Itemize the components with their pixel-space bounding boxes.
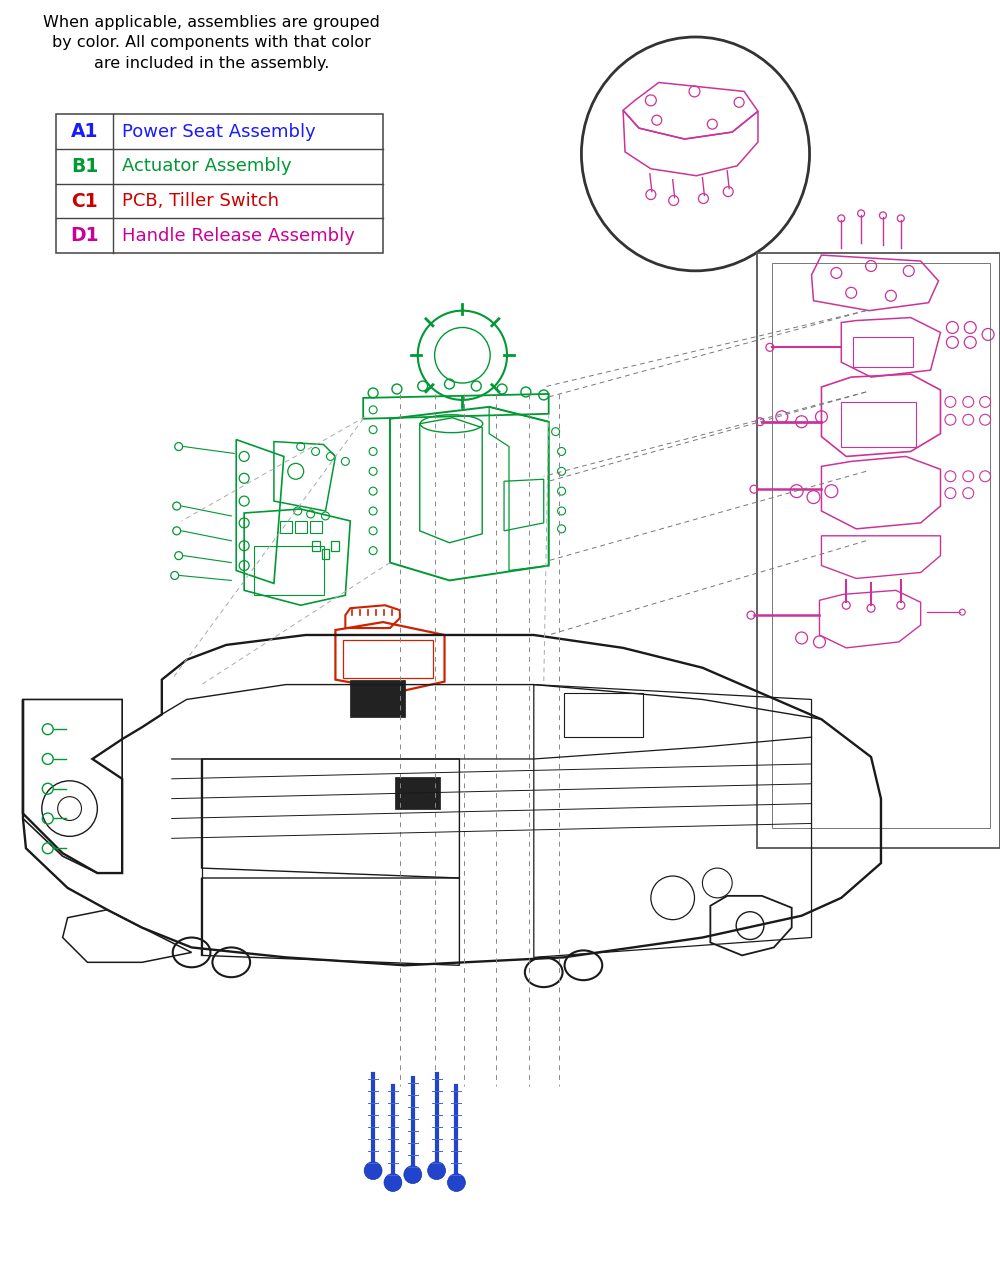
Bar xyxy=(331,541,339,551)
Bar xyxy=(56,114,383,253)
Bar xyxy=(853,337,913,367)
Bar xyxy=(310,521,322,533)
Text: C1: C1 xyxy=(71,191,98,210)
Bar xyxy=(312,541,320,551)
Text: A1: A1 xyxy=(71,122,98,141)
Bar xyxy=(395,777,440,808)
Bar xyxy=(254,546,324,595)
Bar xyxy=(343,640,433,678)
Bar xyxy=(564,693,643,737)
Bar xyxy=(757,253,1000,848)
Circle shape xyxy=(384,1173,402,1191)
Text: When applicable, assemblies are grouped
by color. All components with that color: When applicable, assemblies are grouped … xyxy=(43,15,380,71)
Text: PCB, Tiller Switch: PCB, Tiller Switch xyxy=(122,193,279,210)
Bar xyxy=(322,549,329,559)
Text: Handle Release Assembly: Handle Release Assembly xyxy=(122,227,355,245)
Bar xyxy=(350,679,405,717)
Bar xyxy=(841,402,916,446)
Text: D1: D1 xyxy=(70,227,99,246)
Bar xyxy=(295,521,307,533)
Text: Actuator Assembly: Actuator Assembly xyxy=(122,157,292,175)
Bar xyxy=(772,264,990,829)
Circle shape xyxy=(448,1173,465,1191)
Circle shape xyxy=(404,1166,422,1183)
Text: B1: B1 xyxy=(71,157,98,176)
Circle shape xyxy=(364,1162,382,1180)
Text: Power Seat Assembly: Power Seat Assembly xyxy=(122,123,316,141)
Circle shape xyxy=(428,1162,446,1180)
Bar xyxy=(280,521,292,533)
